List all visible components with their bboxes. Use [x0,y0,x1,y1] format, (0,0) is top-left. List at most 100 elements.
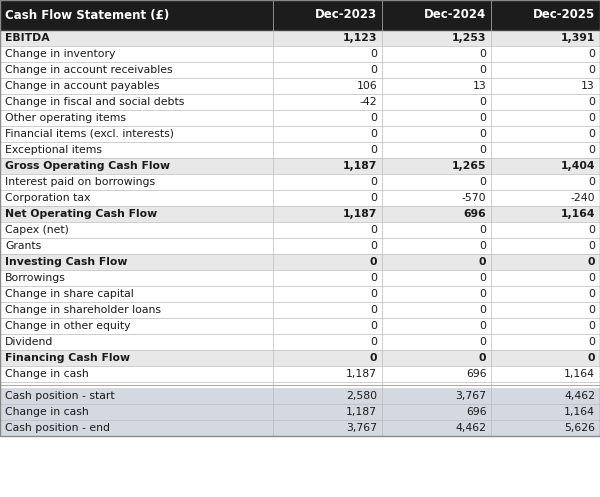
Bar [0,110,600,126]
Text: 0: 0 [588,129,595,139]
Text: Change in inventory: Change in inventory [5,49,115,59]
Bar [0,174,600,190]
Text: 0: 0 [479,257,487,267]
Text: 0: 0 [588,225,595,235]
Text: 4,462: 4,462 [455,423,487,433]
Text: 0: 0 [479,97,487,107]
Text: 0: 0 [479,241,487,251]
Text: 0: 0 [588,289,595,299]
Text: EBITDA: EBITDA [5,33,50,43]
Text: 696: 696 [464,209,487,219]
Text: Cash position - end: Cash position - end [5,423,110,433]
Text: 1,187: 1,187 [346,407,377,417]
Bar [0,420,600,436]
Bar [0,318,600,334]
Text: -42: -42 [359,97,377,107]
Text: Change in account payables: Change in account payables [5,81,160,91]
Text: Change in other equity: Change in other equity [5,321,131,331]
Text: 0: 0 [587,257,595,267]
Text: 0: 0 [588,273,595,283]
Text: 0: 0 [370,257,377,267]
Bar [0,302,600,318]
Bar [0,404,600,420]
Text: 13: 13 [473,81,487,91]
Text: Borrowings: Borrowings [5,273,66,283]
Text: 0: 0 [370,129,377,139]
Text: Dec-2025: Dec-2025 [533,8,595,21]
Text: Grants: Grants [5,241,41,251]
Text: Change in cash: Change in cash [5,369,89,379]
Text: 1,391: 1,391 [560,33,595,43]
Bar [273,0,382,30]
Bar [0,158,600,174]
Bar [0,350,600,366]
Bar [0,0,273,30]
Text: 0: 0 [370,241,377,251]
Text: Financial items (excl. interests): Financial items (excl. interests) [5,129,174,139]
Bar [0,126,600,142]
Bar [0,382,600,388]
Bar [0,190,600,206]
Text: Dividend: Dividend [5,337,53,347]
Text: 0: 0 [588,145,595,155]
Text: 1,404: 1,404 [560,161,595,171]
Bar [0,0,600,436]
Text: Change in cash: Change in cash [5,407,89,417]
Text: 1,253: 1,253 [452,33,487,43]
Text: 0: 0 [370,145,377,155]
Text: -570: -570 [462,193,487,203]
Text: 0: 0 [588,65,595,75]
Bar [491,0,600,30]
Text: 4,462: 4,462 [564,391,595,401]
Bar [0,94,600,110]
Bar [0,366,600,382]
Text: 0: 0 [588,321,595,331]
Text: Capex (net): Capex (net) [5,225,69,235]
Text: 1,187: 1,187 [343,209,377,219]
Text: 0: 0 [370,177,377,187]
Text: 0: 0 [370,193,377,203]
Text: 106: 106 [356,81,377,91]
Bar [0,78,600,94]
Text: Net Operating Cash Flow: Net Operating Cash Flow [5,209,157,219]
Bar [0,62,600,78]
Text: 0: 0 [588,337,595,347]
Text: 1,164: 1,164 [564,407,595,417]
Text: 0: 0 [588,177,595,187]
Text: -240: -240 [571,193,595,203]
Text: 0: 0 [479,145,487,155]
Text: Investing Cash Flow: Investing Cash Flow [5,257,127,267]
Text: 0: 0 [479,225,487,235]
Text: 0: 0 [588,305,595,315]
Bar [0,270,600,286]
Text: 0: 0 [588,113,595,123]
Text: 0: 0 [588,241,595,251]
Text: 0: 0 [370,337,377,347]
Text: 0: 0 [370,113,377,123]
Text: Change in fiscal and social debts: Change in fiscal and social debts [5,97,184,107]
Text: Other operating items: Other operating items [5,113,126,123]
Text: 696: 696 [466,407,487,417]
Bar [0,286,600,302]
Text: 0: 0 [479,49,487,59]
Text: Exceptional items: Exceptional items [5,145,102,155]
Text: 1,187: 1,187 [343,161,377,171]
Text: 1,164: 1,164 [564,369,595,379]
Text: 0: 0 [479,113,487,123]
Text: Gross Operating Cash Flow: Gross Operating Cash Flow [5,161,170,171]
Bar [0,334,600,350]
Text: 0: 0 [370,65,377,75]
Text: Change in share capital: Change in share capital [5,289,134,299]
Text: Dec-2024: Dec-2024 [424,8,487,21]
Bar [0,30,600,46]
Text: 0: 0 [479,273,487,283]
Text: 696: 696 [466,369,487,379]
Text: 0: 0 [370,273,377,283]
Text: 0: 0 [370,225,377,235]
Text: 3,767: 3,767 [455,391,487,401]
Bar [0,206,600,222]
Bar [382,0,491,30]
Text: 0: 0 [588,49,595,59]
Bar [0,388,600,404]
Text: 0: 0 [479,353,487,363]
